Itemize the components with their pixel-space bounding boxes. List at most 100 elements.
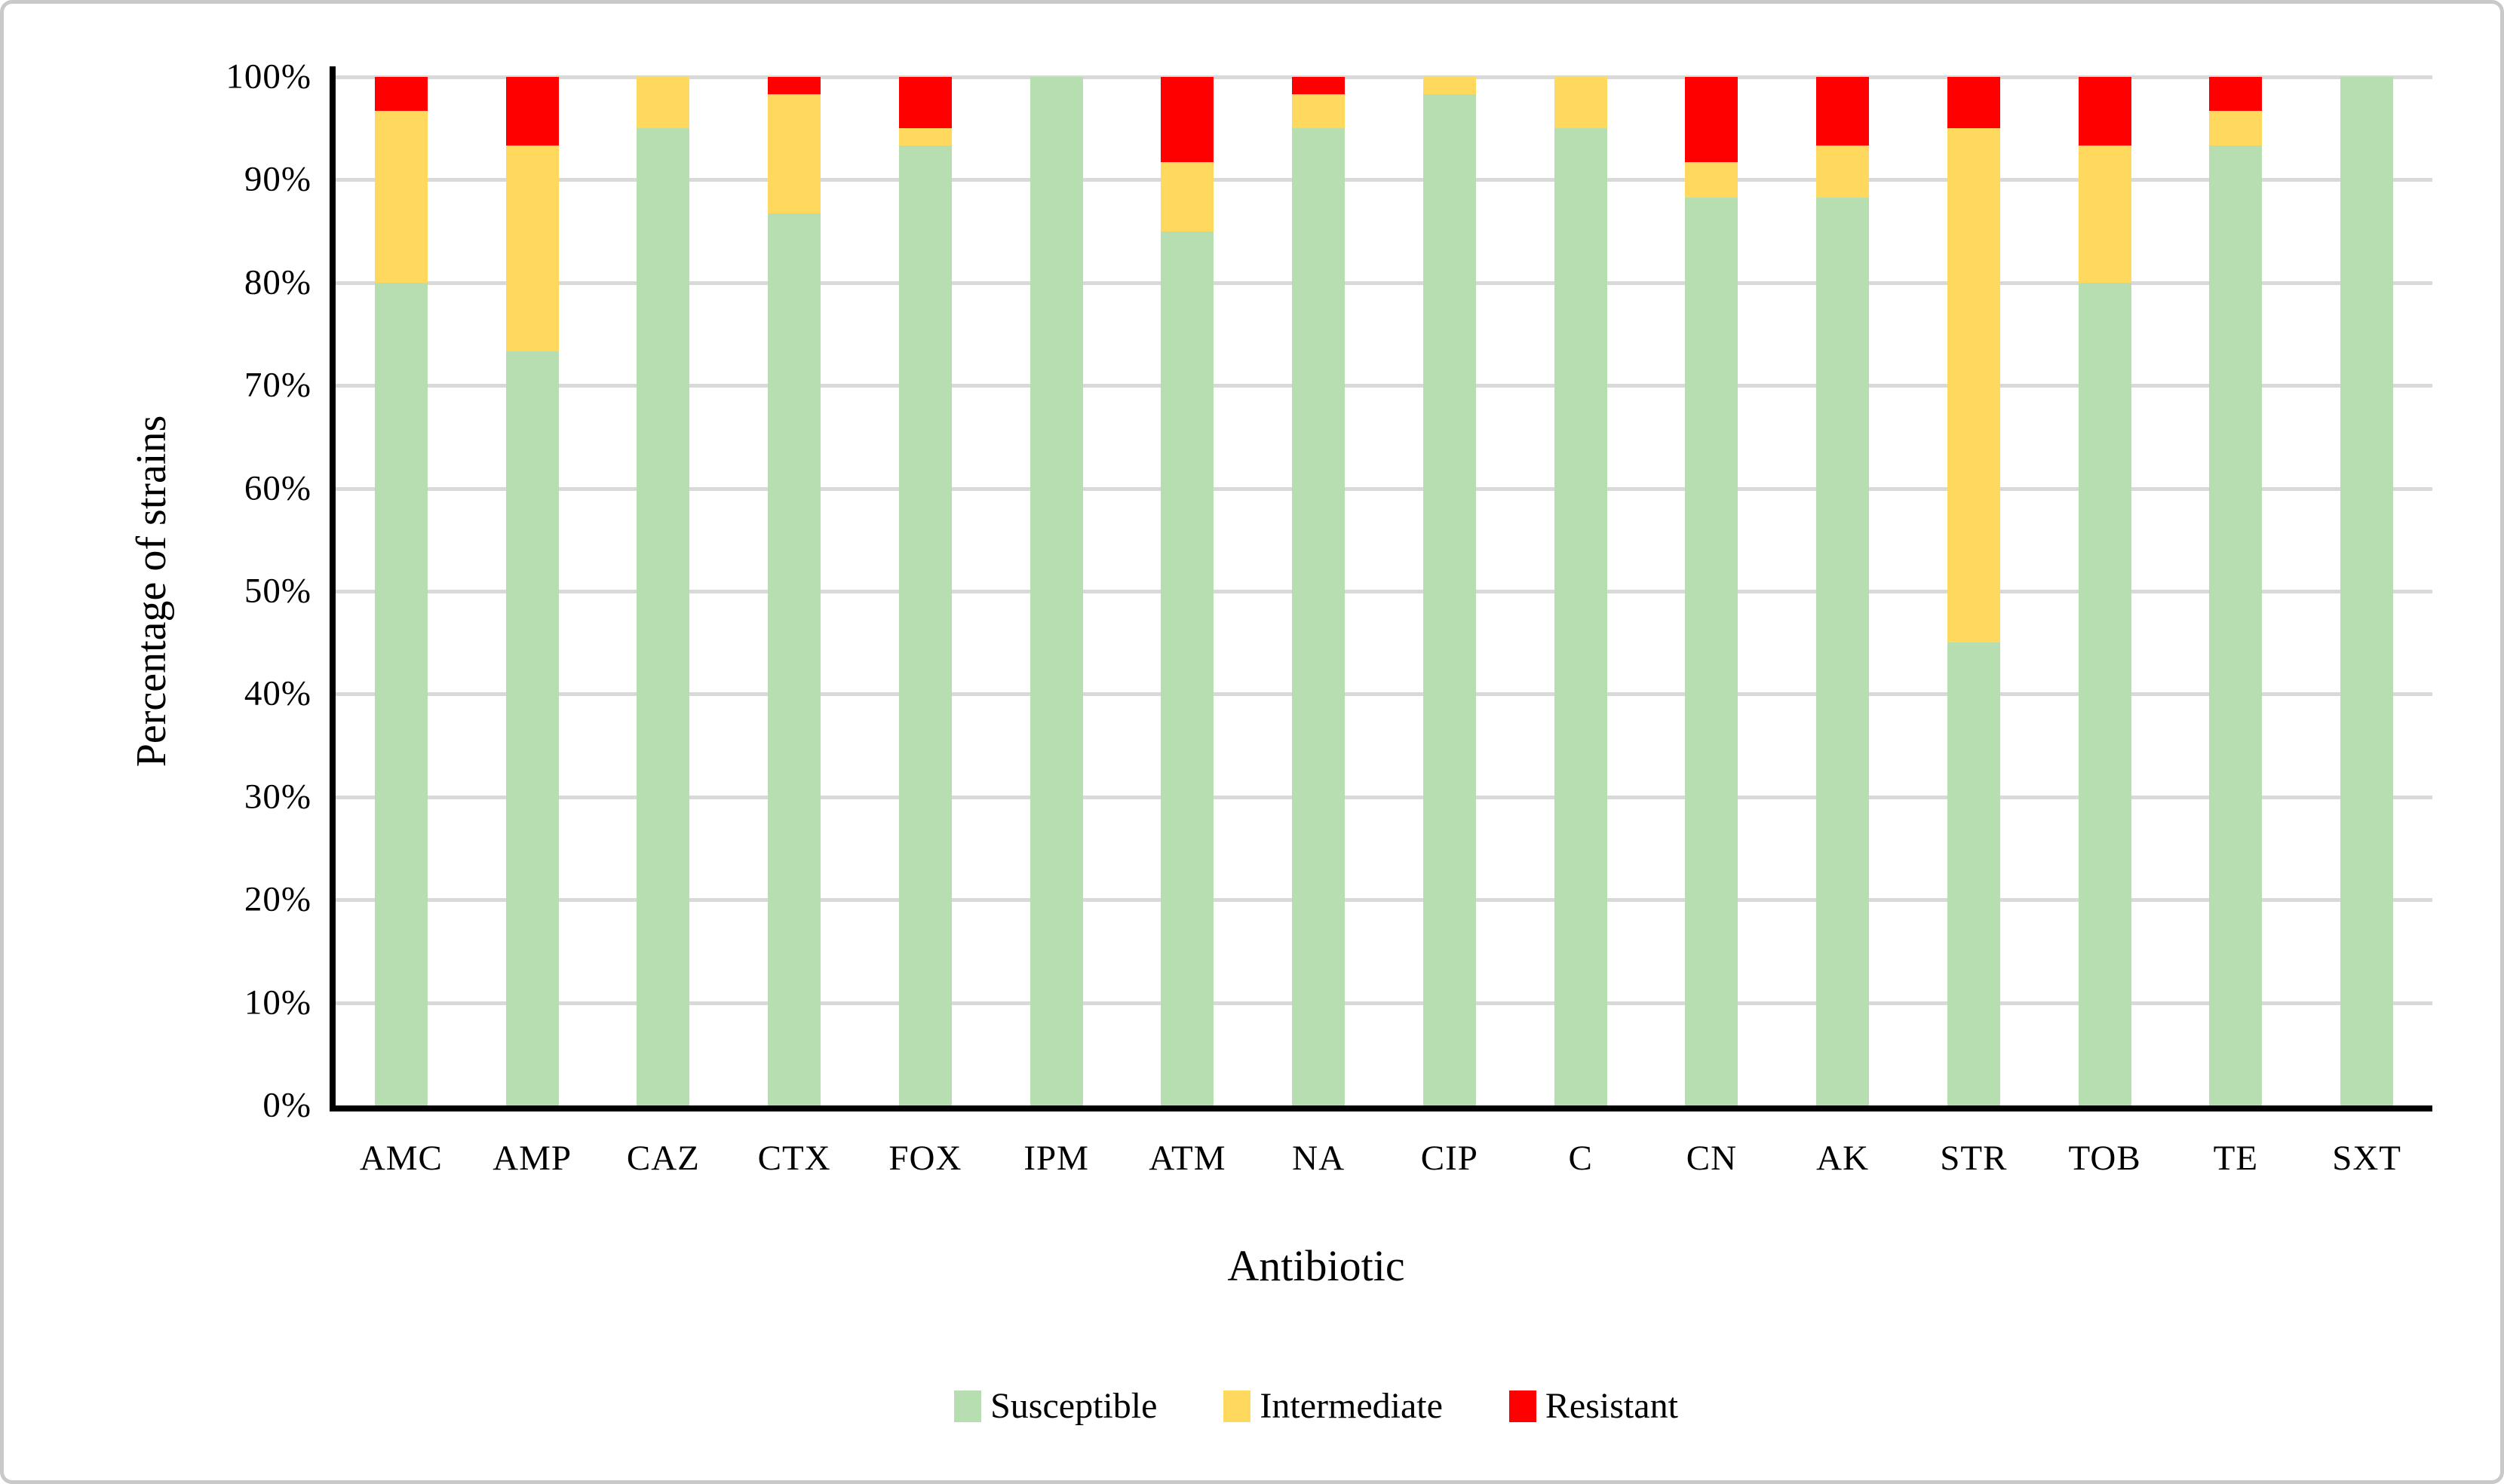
bar-segment-intermediate [2078, 146, 2131, 283]
legend-item-susceptible: Susceptible [954, 1388, 1157, 1424]
bar-segment-resistant [1685, 77, 1738, 163]
bar-cn [1685, 77, 1738, 1105]
y-axis-tick-label: 30% [244, 777, 311, 817]
bar-segment-intermediate [1554, 77, 1607, 129]
bar-segment-susceptible [898, 146, 952, 1105]
bar-slot-ipm [991, 77, 1122, 1105]
bar-tob [2078, 77, 2131, 1105]
x-axis-title: Antibiotic [1227, 1241, 1405, 1290]
bar-slot-tob [2039, 77, 2171, 1105]
x-axis-tick-label: AMP [493, 1139, 572, 1178]
bar-fox [898, 77, 952, 1105]
bar-segment-susceptible [1816, 197, 1870, 1105]
x-axis-tick-labels: AMC AMP CAZ CTX FOX IPM ATM NA CIP C CN AK STR TOB TE S… [336, 1137, 2432, 1179]
y-axis-tick-label: 90% [244, 159, 311, 199]
legend-item-resistant: Resistant [1508, 1386, 1678, 1426]
bar-ak [1816, 77, 1870, 1105]
bar-segment-intermediate [1685, 162, 1738, 198]
gridline [336, 75, 2432, 79]
legend-label: Resistant [1545, 1386, 1678, 1426]
bar-segment-resistant [1947, 77, 2000, 129]
y-axis-tick-label: 100% [226, 57, 311, 97]
bar-segment-intermediate [1947, 128, 2000, 643]
bar-segment-resistant [505, 77, 559, 146]
y-axis-tick-labels: 100% 90% 80% 70% 60% 50% 40% 30% 20% 10% 0% [4, 59, 311, 1123]
bar-sxt [2340, 77, 2394, 1105]
bar-segment-intermediate [1292, 94, 1346, 129]
bar-segment-resistant [2209, 77, 2263, 111]
bar-amc [374, 77, 428, 1105]
gridline [336, 486, 2432, 491]
x-axis-tick-label: AMC [359, 1139, 443, 1178]
bar-slot-ak [1777, 77, 1908, 1105]
bar-slot-cip [1384, 77, 1515, 1105]
bar-ipm [1030, 77, 1083, 1105]
legend-swatch-susceptible [954, 1390, 982, 1422]
bar-segment-intermediate [768, 94, 821, 214]
bar-segment-resistant [2078, 77, 2131, 146]
x-axis-tick-label: AK [1816, 1139, 1870, 1178]
bar-slot-te [2171, 77, 2302, 1105]
bar-segment-susceptible [1947, 642, 2000, 1105]
bar-segment-susceptible [768, 213, 821, 1105]
x-axis-tick-label: CIP [1420, 1139, 1478, 1178]
y-axis-tick-label: 80% [244, 262, 311, 302]
gridlines [336, 75, 2432, 1105]
bar-ctx [768, 77, 821, 1105]
bar-segment-intermediate [2209, 111, 2263, 146]
x-axis-tick-label: SXT [2332, 1139, 2402, 1178]
bar-slot-c [1515, 77, 1646, 1105]
bar-segment-intermediate [1161, 162, 1214, 231]
x-axis-tick-label: FOX [888, 1139, 962, 1178]
gridline [336, 692, 2432, 697]
y-axis-tick-label: 40% [244, 673, 311, 713]
x-axis-tick-label: CAZ [626, 1139, 700, 1178]
x-axis-tick-label: STR [1940, 1139, 2008, 1178]
y-axis-tick-label: 20% [244, 879, 311, 919]
gridline [336, 178, 2432, 182]
x-axis-tick-label: TOB [2068, 1139, 2141, 1178]
bar-segment-susceptible [637, 128, 690, 1105]
y-axis-tick-label: 50% [244, 571, 311, 611]
bar-cip [1422, 77, 1476, 1105]
bar-segment-susceptible [1554, 128, 1607, 1105]
x-axis-tick-label: CN [1686, 1139, 1738, 1178]
bar-segment-susceptible [1292, 128, 1346, 1105]
bar-segment-susceptible [374, 282, 428, 1105]
bar-segment-susceptible [1685, 197, 1738, 1105]
bar-slot-cn [1646, 77, 1778, 1105]
legend-swatch-resistant [1508, 1390, 1536, 1422]
bar-segment-resistant [1816, 77, 1870, 146]
bar-segment-susceptible [2340, 77, 2394, 1105]
bar-slot-str [1908, 77, 2039, 1105]
bar-segment-intermediate [374, 111, 428, 283]
bar-slot-caz [598, 77, 729, 1105]
bar-na [1292, 77, 1346, 1105]
bar-segment-resistant [1161, 77, 1214, 163]
bar-segment-susceptible [2209, 146, 2263, 1105]
gridline [336, 1001, 2432, 1005]
bar-caz [637, 77, 690, 1105]
y-axis-line [330, 66, 336, 1111]
gridline [336, 795, 2432, 799]
gridline [336, 281, 2432, 285]
bar-slot-ctx [729, 77, 860, 1105]
bar-segment-susceptible [1030, 77, 1083, 1105]
y-axis-tick-label: 70% [244, 365, 311, 405]
bar-segment-susceptible [1161, 231, 1214, 1105]
bar-segment-intermediate [637, 77, 690, 129]
bar-te [2209, 77, 2263, 1105]
legend-label: Susceptible [990, 1386, 1158, 1426]
x-axis-tick-label: CTX [757, 1139, 831, 1178]
bar-segment-resistant [374, 77, 428, 111]
x-axis-tick-label: C [1568, 1139, 1593, 1178]
y-axis-tick-label: 10% [244, 983, 311, 1023]
y-axis-tick-label: 60% [244, 468, 311, 508]
bar-segment-resistant [898, 77, 952, 129]
x-axis-tick-label: NA [1292, 1139, 1346, 1178]
bar-str [1947, 77, 2000, 1105]
bar-segment-resistant [768, 77, 821, 95]
legend-item-intermediate: Intermediate [1223, 1388, 1443, 1424]
bar-segment-susceptible [505, 351, 559, 1105]
